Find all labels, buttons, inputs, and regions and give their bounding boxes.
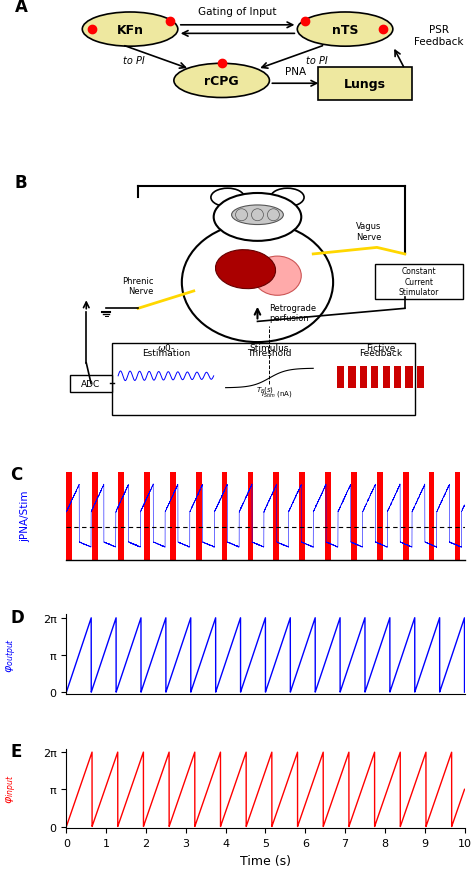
Text: PNA: PNA (285, 67, 306, 77)
Bar (92, 472, 98, 560)
Circle shape (271, 189, 304, 207)
Bar (66, 472, 72, 560)
Text: Feedback: Feedback (359, 349, 402, 358)
FancyBboxPatch shape (112, 344, 415, 416)
Ellipse shape (82, 13, 178, 47)
Text: $\omega$0-: $\omega$0- (157, 341, 175, 353)
Bar (360, 367, 367, 388)
X-axis label: Time (s): Time (s) (240, 853, 291, 867)
Bar (417, 367, 424, 388)
Text: Gating of Input: Gating of Input (198, 7, 277, 17)
Text: $\varphi_{input}$: $\varphi_{input}$ (4, 773, 18, 804)
Bar (403, 472, 409, 560)
Text: Phrenic
Nerve: Phrenic Nerve (122, 276, 154, 296)
Text: $I_{Stim}$ (nA): $I_{Stim}$ (nA) (262, 388, 293, 399)
Bar (196, 472, 201, 560)
Text: B: B (15, 174, 27, 191)
Text: Retrograde
perfusion: Retrograde perfusion (269, 304, 317, 323)
Bar (299, 472, 305, 560)
Bar (325, 472, 331, 560)
Bar (428, 472, 434, 560)
Text: Stimulus: Stimulus (250, 343, 289, 353)
Text: KFn: KFn (117, 24, 144, 36)
Ellipse shape (216, 251, 275, 290)
Text: $\varphi_{output}$: $\varphi_{output}$ (4, 637, 18, 672)
Text: PSR
Feedback: PSR Feedback (414, 25, 464, 47)
Ellipse shape (182, 223, 333, 343)
Text: E: E (10, 742, 22, 760)
Text: A: A (15, 0, 27, 17)
Text: to PI: to PI (123, 57, 145, 66)
Ellipse shape (254, 257, 301, 296)
Text: Threshold: Threshold (247, 349, 292, 358)
FancyBboxPatch shape (375, 264, 463, 299)
Text: Vagus
Nerve: Vagus Nerve (356, 222, 382, 242)
Bar (405, 367, 412, 388)
Text: $T_E(s)$: $T_E(s)$ (256, 385, 274, 394)
Text: Fictive: Fictive (366, 343, 396, 353)
Bar (455, 472, 460, 560)
Text: jPNA/Stim: jPNA/Stim (20, 490, 30, 542)
Bar (377, 472, 383, 560)
Bar (337, 367, 344, 388)
Text: rCPG: rCPG (204, 74, 239, 88)
Bar (118, 472, 124, 560)
Bar (247, 472, 253, 560)
Bar (273, 472, 279, 560)
Bar (170, 472, 176, 560)
Ellipse shape (174, 64, 269, 98)
Text: Estimation: Estimation (142, 349, 190, 358)
Bar (394, 367, 401, 388)
Text: nTS: nTS (332, 24, 358, 36)
FancyBboxPatch shape (70, 376, 112, 392)
Circle shape (211, 189, 244, 207)
Bar (351, 472, 357, 560)
Bar (383, 367, 390, 388)
Circle shape (214, 194, 301, 242)
Text: Lungs: Lungs (344, 78, 386, 90)
Text: D: D (10, 608, 24, 626)
Bar (348, 367, 356, 388)
Text: ADC: ADC (82, 379, 100, 388)
Text: C: C (10, 465, 23, 483)
Bar (222, 472, 228, 560)
Text: Constant
Current
Stimulator: Constant Current Stimulator (399, 267, 439, 297)
Ellipse shape (297, 13, 393, 47)
Ellipse shape (232, 206, 283, 225)
Bar (144, 472, 150, 560)
FancyBboxPatch shape (318, 67, 412, 101)
Text: to PI: to PI (306, 57, 328, 66)
Bar (371, 367, 378, 388)
